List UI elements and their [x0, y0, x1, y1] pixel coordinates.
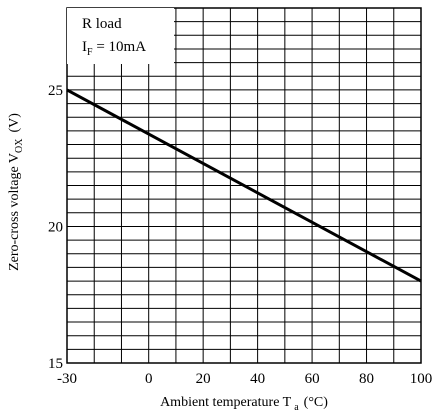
x-tick-label: 40	[250, 371, 265, 387]
annotation-if-sub: F	[87, 47, 93, 58]
grid	[66, 7, 422, 364]
x-axis-label-unit: (°C)	[304, 395, 329, 410]
annotation-r-load: R load	[82, 16, 122, 32]
annotation-if-rest: = 10mA	[93, 39, 147, 55]
x-tick-label: 20	[196, 371, 211, 387]
x-tick-label: 100	[410, 371, 433, 387]
annotation-if-main: I	[82, 39, 87, 55]
x-tick-label: 80	[359, 371, 374, 387]
y-tick-label: 25	[48, 83, 63, 99]
y-axis-label-main: Zero-cross voltage V	[7, 153, 22, 271]
annotation-box	[67, 8, 174, 64]
y-tick-label: 15	[48, 356, 63, 372]
series-line	[66, 88, 422, 283]
y-axis-label-unit: (V)	[7, 113, 22, 133]
y-axis-label-sub: OX	[14, 138, 25, 153]
x-tick-label: 60	[305, 371, 320, 387]
plot-frame	[66, 7, 422, 364]
series	[66, 88, 422, 283]
x-axis-label-main: Ambient temperature T	[160, 395, 292, 410]
tick-labels: -30 0 20 40 60 80 100 15 20 25	[48, 83, 432, 387]
x-tick-label: -30	[57, 371, 77, 387]
y-tick-label: 20	[48, 219, 63, 235]
x-axis-label-sub: a	[294, 402, 299, 411]
y-axis-label: Zero-cross voltage VOX (V)	[7, 113, 25, 271]
annotation-if: IF = 10mA	[82, 39, 146, 58]
x-tick-label: 0	[145, 371, 153, 387]
